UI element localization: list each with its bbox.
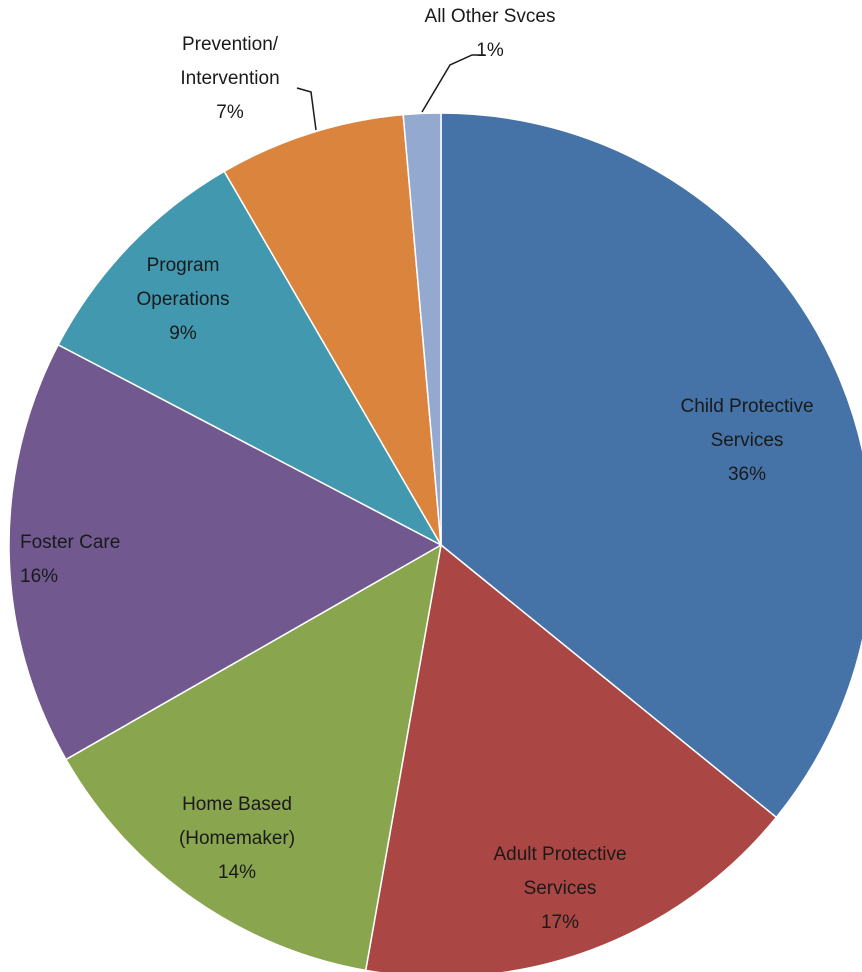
slice-percent: 17%	[541, 912, 579, 933]
slice-name: Operations	[137, 289, 230, 310]
slice-label: Program Operations 9%	[137, 255, 230, 344]
pie-slice	[8, 343, 443, 761]
slice-labels: Child Protective Services 36% Adult Protect…	[20, 6, 814, 933]
slice-label: Foster Care 16%	[20, 532, 120, 587]
leader-line	[296, 87, 317, 131]
slice-percent: 14%	[218, 862, 256, 883]
pie-slice	[364, 543, 778, 972]
pie-slice	[64, 543, 443, 972]
slice-percent: 1%	[476, 40, 504, 61]
slice-label: Home Based (Homemaker) 14%	[179, 794, 295, 883]
slice-name: Prevention/	[182, 34, 279, 55]
slice-label: Child Protective Services 36%	[680, 396, 813, 485]
slice-name: Child Protective	[680, 396, 813, 417]
pie-slice	[223, 113, 442, 546]
leader-lines	[296, 54, 485, 131]
slice-name: Services	[524, 878, 597, 899]
slice-percent: 16%	[20, 566, 58, 587]
slice-percent: 9%	[169, 323, 197, 344]
slice-name: Program	[147, 255, 220, 276]
slice-label: Adult Protective Services 17%	[493, 844, 626, 933]
slice-name: Home Based	[182, 794, 292, 815]
slice-percent: 7%	[216, 102, 244, 123]
pie-slice	[57, 170, 443, 547]
pie-slice	[440, 112, 862, 819]
slice-name: Intervention	[180, 68, 279, 89]
leader-line	[421, 54, 485, 113]
slice-label: All Other Svces 1%	[425, 6, 556, 61]
slice-name: Services	[711, 430, 784, 451]
slice-name: All Other Svces	[425, 6, 556, 27]
slice-name: (Homemaker)	[179, 828, 295, 849]
slice-label: Prevention/Intervention 7%	[180, 34, 279, 123]
pie-slice	[402, 112, 442, 546]
slice-name: Adult Protective	[493, 844, 626, 865]
slice-name: Foster Care	[20, 532, 120, 553]
slice-percent: 36%	[728, 464, 766, 485]
pie-slices	[8, 112, 862, 972]
